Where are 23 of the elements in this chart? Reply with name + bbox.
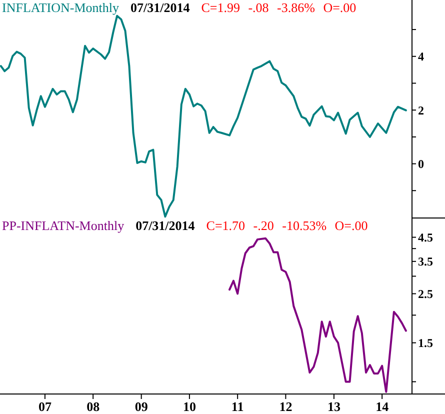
text: PP-INFLATN-Monthly (2, 218, 125, 233)
y-tick-label: 4.5 (418, 230, 433, 244)
annotation: C=1.70 -.20 -10.53% O=.00 (206, 218, 368, 233)
y-tick-label: 2 (418, 103, 424, 118)
annotation: C=1.99 -.08 -3.86% O=.00 (201, 0, 356, 15)
x-tick-label: 14 (376, 399, 390, 414)
x-tick-label: 10 (182, 399, 196, 414)
x-tick-label: 12 (279, 399, 292, 414)
x-tick-label: 07 (38, 399, 52, 414)
annotation: 07/31/2014 (136, 218, 196, 233)
x-tick-label: 13 (327, 399, 341, 414)
y-tick-label: 3.5 (418, 254, 433, 269)
line-series (0, 14, 407, 218)
series-label: INFLATION-Monthly (2, 0, 120, 15)
y-tick-label: 1.5 (418, 336, 433, 350)
x-tick-label: 09 (134, 399, 148, 414)
y-tick-label: 4 (418, 50, 424, 64)
x-tick-label: 11 (231, 399, 244, 414)
line-series (228, 237, 407, 393)
x-tick-label: 08 (86, 399, 100, 414)
annotation: 07/31/2014 (130, 0, 190, 15)
y-tick-label: 2.5 (418, 286, 433, 301)
y-tick-label: 0 (418, 156, 424, 171)
